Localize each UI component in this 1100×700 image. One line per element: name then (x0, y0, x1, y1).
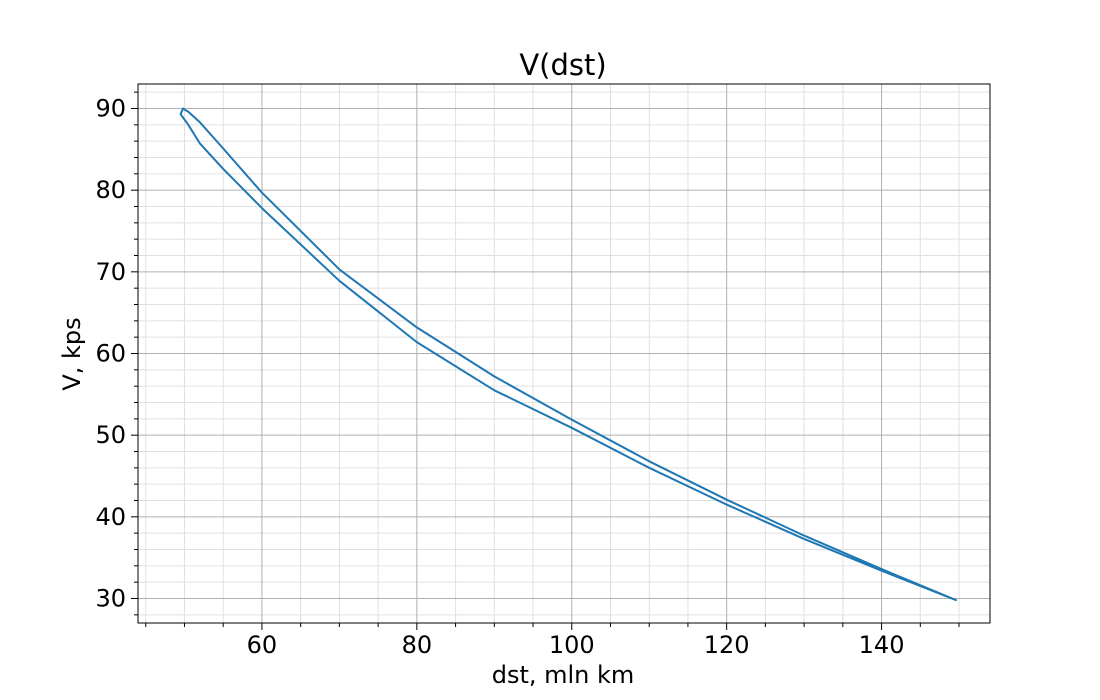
x-tick-label: 60 (247, 631, 278, 659)
y-axis-label: V, kps (58, 317, 86, 390)
y-tick-label: 30 (95, 585, 126, 613)
x-tick-label: 100 (549, 631, 595, 659)
series-layer (179, 107, 957, 602)
y-tick-label: 50 (95, 421, 126, 449)
y-tick-label: 40 (95, 503, 126, 531)
y-tick-label: 70 (95, 258, 126, 286)
major-grid (138, 84, 990, 623)
chart-title: V(dst) (519, 48, 606, 82)
y-tick-label: 90 (95, 95, 126, 123)
y-tick-label: 60 (95, 340, 126, 368)
x-tick-label: 140 (859, 631, 905, 659)
series-line-0 (179, 107, 957, 602)
ticks: 60 80 100 120 140 30 40 50 60 70 80 90 (95, 91, 960, 659)
y-tick-label: 80 (95, 176, 126, 204)
x-axis-label: dst, mln km (492, 661, 635, 689)
x-tick-label: 80 (402, 631, 433, 659)
x-tick-label: 120 (704, 631, 750, 659)
